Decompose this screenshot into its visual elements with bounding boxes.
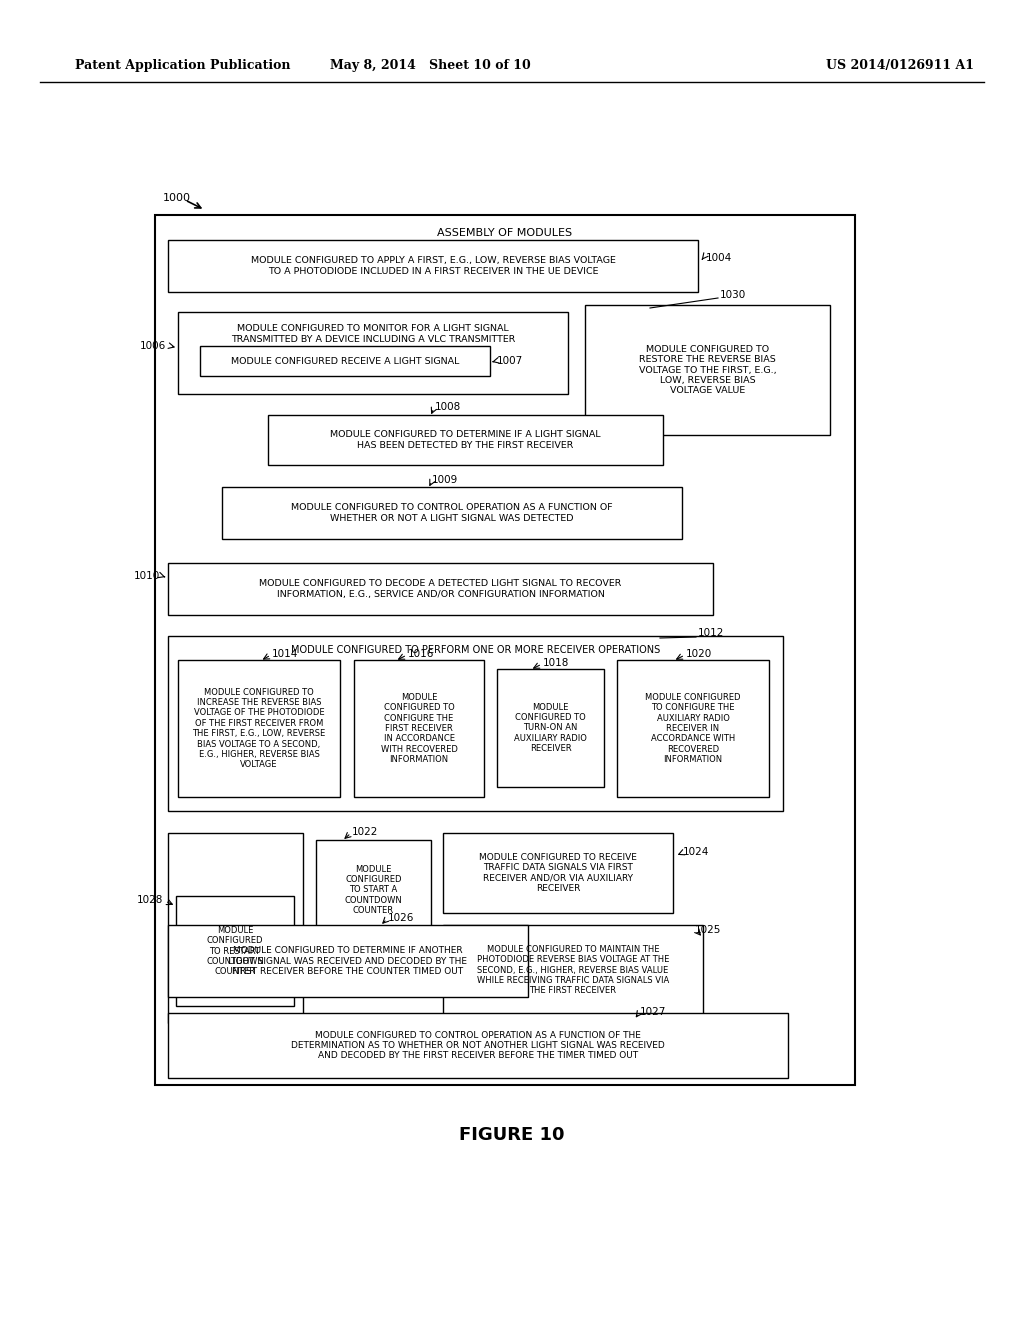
Text: MODULE CONFIGURED TO DETERMINE IF ANOTHER
LIGHT SIGNAL WAS RECEIVED AND DECODED : MODULE CONFIGURED TO DETERMINE IF ANOTHE… [228,946,468,975]
Bar [168,240,698,292]
Text: US 2014/0126911 A1: US 2014/0126911 A1 [826,58,974,71]
Bar [168,1012,788,1078]
Text: MODULE
CONFIGURED
TO START A
COUNTDOWN
COUNTER: MODULE CONFIGURED TO START A COUNTDOWN C… [345,865,402,915]
Text: ASSEMBLY OF MODULES: ASSEMBLY OF MODULES [437,228,572,238]
Bar [168,833,303,1023]
Text: 1026: 1026 [388,913,415,923]
Text: MODULE
CONFIGURED TO
TURN-ON AN
AUXILIARY RADIO
RECEIVER: MODULE CONFIGURED TO TURN-ON AN AUXILIAR… [514,702,587,754]
Text: MODULE CONFIGURED RECEIVE A LIGHT SIGNAL: MODULE CONFIGURED RECEIVE A LIGHT SIGNAL [230,356,459,366]
Bar [178,312,568,393]
Text: 1030: 1030 [720,290,746,300]
Text: 1020: 1020 [686,649,713,659]
Bar [268,414,663,465]
Text: 1007: 1007 [497,356,523,366]
Text: MODULE CONFIGURED TO CONTROL OPERATION AS A FUNCTION OF THE
DETERMINATION AS TO : MODULE CONFIGURED TO CONTROL OPERATION A… [291,1031,665,1060]
Text: 1016: 1016 [408,649,434,659]
Bar [316,840,431,940]
Text: 1028: 1028 [136,895,163,906]
Text: MODULE CONFIGURED
TO CONFIGURE THE
AUXILIARY RADIO
RECEIVER IN
ACCORDANCE WITH
R: MODULE CONFIGURED TO CONFIGURE THE AUXIL… [645,693,740,764]
Bar [178,660,340,797]
Bar [222,487,682,539]
Text: MODULE CONFIGURED TO
RESTORE THE REVERSE BIAS
VOLTAGE TO THE FIRST, E.G.,
LOW, R: MODULE CONFIGURED TO RESTORE THE REVERSE… [639,345,776,395]
Bar [617,660,769,797]
Text: 1008: 1008 [435,403,461,412]
Text: MODULE CONFIGURED TO DETERMINE IF A LIGHT SIGNAL
HAS BEEN DETECTED BY THE FIRST : MODULE CONFIGURED TO DETERMINE IF A LIGH… [330,430,601,450]
Text: MODULE CONFIGURED TO MAINTAIN THE
PHOTODIODE REVERSE BIAS VOLTAGE AT THE
SECOND,: MODULE CONFIGURED TO MAINTAIN THE PHOTOD… [477,945,670,995]
Text: FIGURE 10: FIGURE 10 [459,1126,565,1144]
Text: Patent Application Publication: Patent Application Publication [75,58,291,71]
Text: 1027: 1027 [640,1007,667,1016]
Text: MODULE CONFIGURED TO DECODE A DETECTED LIGHT SIGNAL TO RECOVER
INFORMATION, E.G.: MODULE CONFIGURED TO DECODE A DETECTED L… [259,579,622,599]
Bar [497,669,604,787]
Text: MODULE
CONFIGURED TO
CONFIGURE THE
FIRST RECEIVER
IN ACCORDANCE
WITH RECOVERED
I: MODULE CONFIGURED TO CONFIGURE THE FIRST… [381,693,458,764]
Text: MODULE CONFIGURED TO RECEIVE
TRAFFIC DATA SIGNALS VIA FIRST
RECEIVER AND/OR VIA : MODULE CONFIGURED TO RECEIVE TRAFFIC DAT… [479,853,637,894]
Bar [168,564,713,615]
Text: 1000: 1000 [163,193,191,203]
Text: 1014: 1014 [272,649,298,659]
Bar [585,305,830,436]
Text: MODULE CONFIGURED TO
INCREASE THE REVERSE BIAS
VOLTAGE OF THE PHOTODIODE
OF THE : MODULE CONFIGURED TO INCREASE THE REVERS… [193,688,326,770]
Bar [200,346,490,376]
Bar [155,215,855,1085]
Bar [443,833,673,913]
Text: 1010: 1010 [134,572,160,581]
Text: 1004: 1004 [706,253,732,263]
Text: MODULE
CONFIGURED
TO RESTART
COUNTDOWN
COUNTER: MODULE CONFIGURED TO RESTART COUNTDOWN C… [206,925,264,977]
Bar [168,636,783,810]
Text: MODULE CONFIGURED TO MONITOR FOR A LIGHT SIGNAL
TRANSMITTED BY A DEVICE INCLUDIN: MODULE CONFIGURED TO MONITOR FOR A LIGHT… [230,325,515,343]
Text: MODULE CONFIGURED TO APPLY A FIRST, E.G., LOW, REVERSE BIAS VOLTAGE
TO A PHOTODI: MODULE CONFIGURED TO APPLY A FIRST, E.G.… [251,256,615,276]
Text: 1022: 1022 [352,828,379,837]
Bar [176,896,294,1006]
Text: 1009: 1009 [432,475,459,484]
Bar [168,925,528,997]
Bar [354,660,484,797]
Text: 1024: 1024 [683,847,710,857]
Text: 1012: 1012 [698,628,724,638]
Text: May 8, 2014   Sheet 10 of 10: May 8, 2014 Sheet 10 of 10 [330,58,530,71]
Text: MODULE CONFIGURED TO CONTROL OPERATION AS A FUNCTION OF
WHETHER OR NOT A LIGHT S: MODULE CONFIGURED TO CONTROL OPERATION A… [291,503,612,523]
Bar [443,925,703,1015]
Text: 1006: 1006 [139,341,166,351]
Text: 1025: 1025 [695,925,721,935]
Text: 1018: 1018 [543,657,569,668]
Text: MODULE CONFIGURED TO PERFORM ONE OR MORE RECEIVER OPERATIONS: MODULE CONFIGURED TO PERFORM ONE OR MORE… [291,645,660,655]
